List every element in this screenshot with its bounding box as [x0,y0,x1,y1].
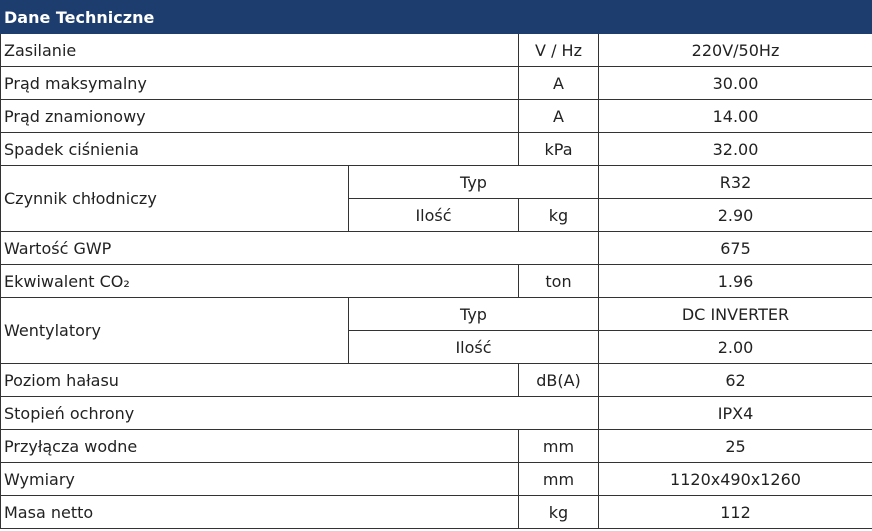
unit: mm [518,462,599,496]
label: Prąd maksymalny [0,66,519,100]
label: Zasilanie [0,33,519,67]
unit: mm [518,429,599,463]
unit: V / Hz [518,33,599,67]
value: IPX4 [597,396,872,430]
value: 62 [597,363,872,397]
unit: A [518,66,599,100]
value: 675 [597,231,872,265]
header-title: Dane Techniczne [0,0,872,34]
sub-name: Typ [348,165,599,199]
value: 32.00 [597,132,872,166]
value: 112 [597,495,872,529]
value: 25 [597,429,872,463]
label: Wartość GWP [0,231,599,265]
sub-name: Typ [348,297,599,331]
value: 1.96 [597,264,872,298]
unit: kPa [518,132,599,166]
label: Wentylatory [0,297,349,364]
label: Stopień ochrony [0,396,599,430]
value: 14.00 [597,99,872,133]
unit: kg [518,198,599,232]
label: Masa netto [0,495,519,529]
value: 220V/50Hz [597,33,872,67]
header-row: Dane Techniczne [0,0,872,34]
value: 2.00 [597,330,872,364]
value: DC INVERTER [597,297,872,331]
label: Czynnik chłodniczy [0,165,349,232]
unit: A [518,99,599,133]
label: Przyłącza wodne [0,429,519,463]
value: 1120x490x1260 [597,462,872,496]
unit: ton [518,264,599,298]
unit: kg [518,495,599,529]
label: Prąd znamionowy [0,99,519,133]
label: Poziom hałasu [0,363,519,397]
sub-name: Ilość [348,198,519,232]
value: 30.00 [597,66,872,100]
unit: dB(A) [518,363,599,397]
value: 2.90 [597,198,872,232]
label: Spadek ciśnienia [0,132,519,166]
value: R32 [597,165,872,199]
sub-name: Ilość [348,330,599,364]
label: Ekwiwalent CO₂ [0,264,519,298]
label: Wymiary [0,462,519,496]
